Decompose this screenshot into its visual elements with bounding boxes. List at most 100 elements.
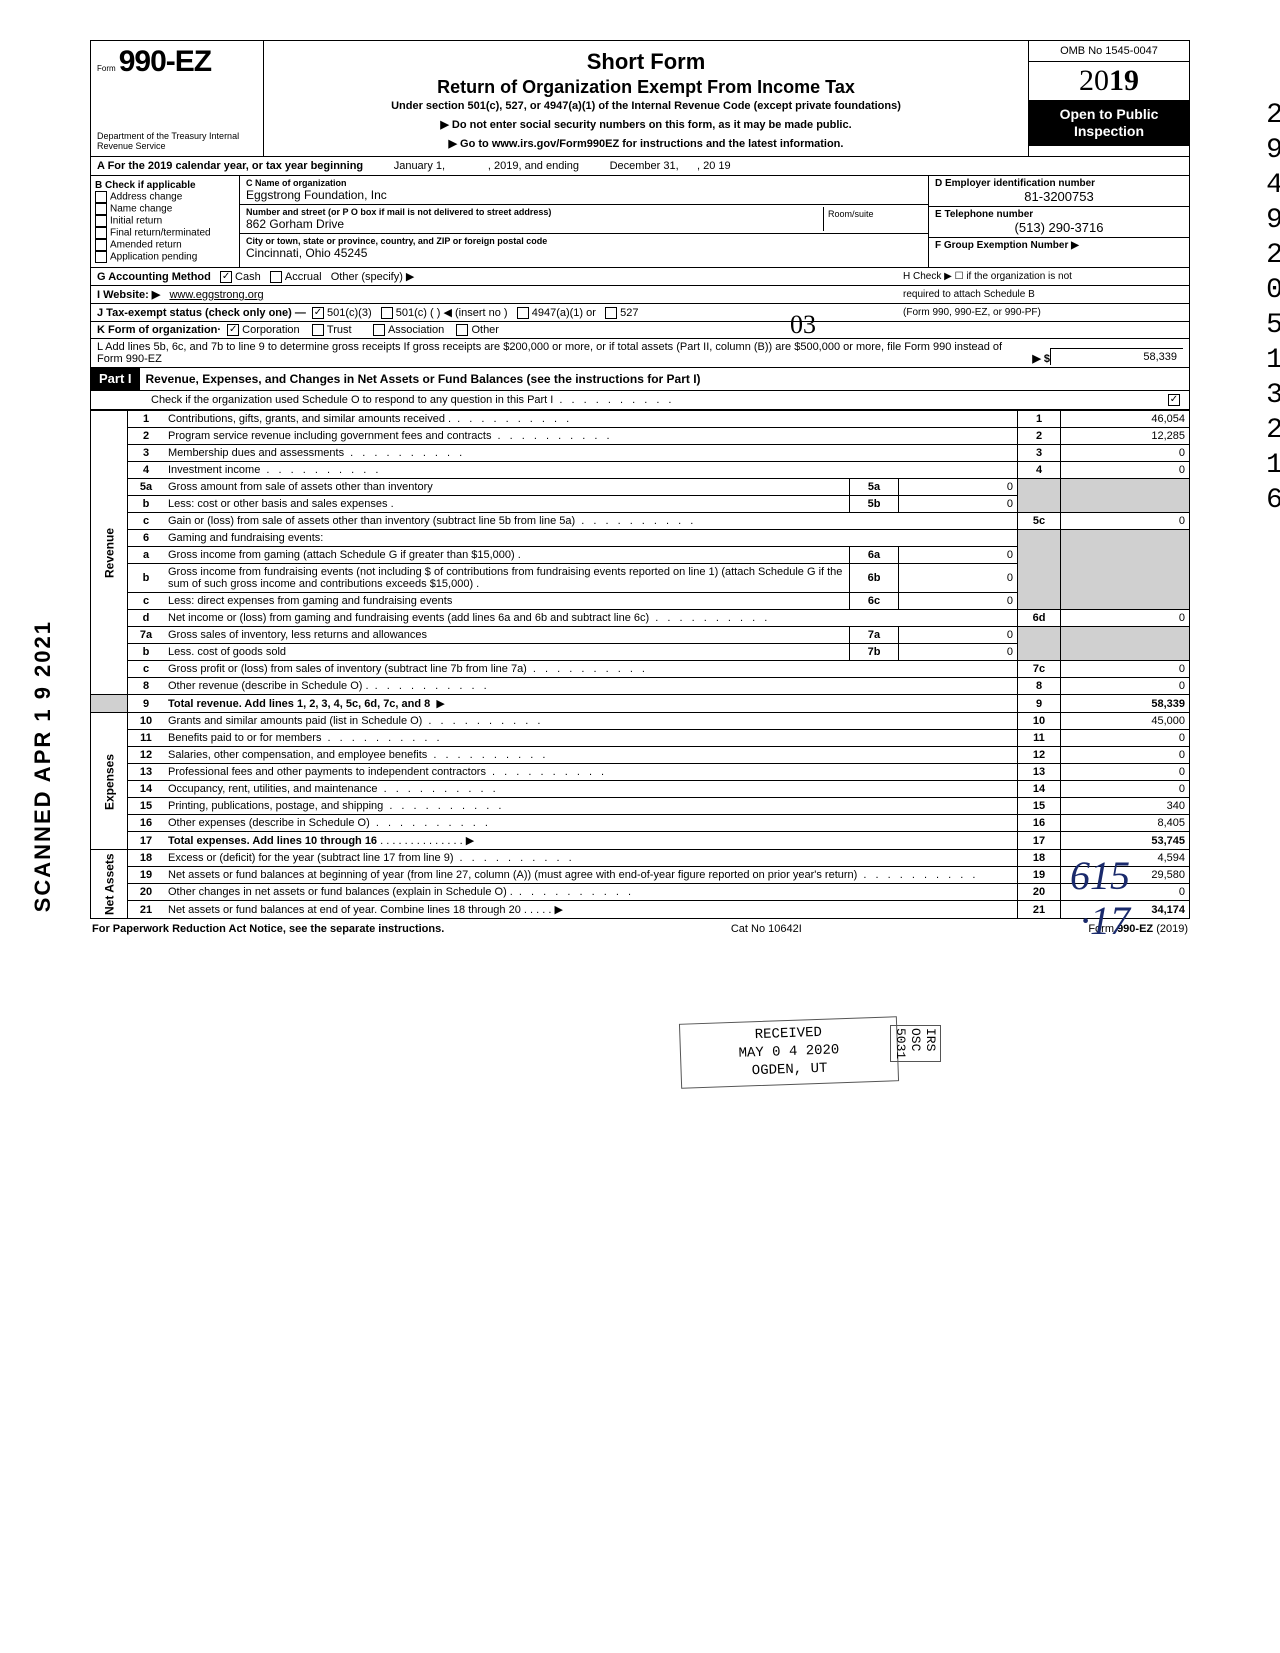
chk-501c3[interactable]: ✓ (312, 307, 324, 319)
chk-schedule-o[interactable]: ✓ (1168, 394, 1180, 406)
header-right: OMB No 1545-0047 20201919 Open to Public… (1028, 41, 1189, 156)
col-b-checkboxes: B Check if applicable Address change Nam… (91, 176, 240, 267)
ln5b-desc: Less: cost or other basis and sales expe… (164, 496, 850, 513)
ln1-desc: Contributions, gifts, grants, and simila… (164, 411, 1018, 428)
ln16-num: 16 (128, 815, 165, 832)
chk-final-return[interactable] (95, 227, 107, 239)
ln21-nc: 21 (1018, 901, 1061, 919)
k-label: K Form of organization· (97, 324, 221, 336)
chk-trust[interactable] (312, 324, 324, 336)
part1-lines-table: Revenue 1 Contributions, gifts, grants, … (90, 410, 1190, 919)
title-short-form: Short Form (272, 49, 1020, 75)
ln12-nc: 12 (1018, 747, 1061, 764)
ln6c-num: c (128, 593, 165, 610)
col-d-e-f: D Employer identification number 81-3200… (928, 176, 1189, 267)
ln5c-nc: 5c (1018, 513, 1061, 530)
chk-other-org[interactable] (456, 324, 468, 336)
ln19-desc: Net assets or fund balances at beginning… (164, 867, 1018, 884)
chk-application-pending[interactable] (95, 251, 107, 263)
ln7ab-amt-grey (1061, 627, 1190, 661)
header-left: Form 990-EZ Department of the Treasury I… (91, 41, 264, 156)
section-netassets-label: Net Assets (91, 850, 128, 919)
ln6c-sa: 0 (899, 593, 1018, 610)
footer: For Paperwork Reduction Act Notice, see … (90, 919, 1190, 939)
form-header: Form 990-EZ Department of the Treasury I… (90, 40, 1190, 157)
ln7b-sa: 0 (899, 644, 1018, 661)
chk-4947[interactable] (517, 307, 529, 319)
row-a-label: A For the 2019 calendar year, or tax yea… (97, 160, 363, 172)
ln1-num: 1 (128, 411, 165, 428)
ln5a-desc: Gross amount from sale of assets other t… (164, 479, 850, 496)
lbl-trust: Trust (327, 324, 352, 336)
row-a-yy: , 20 19 (697, 160, 731, 172)
handwritten-init: 03 (790, 310, 816, 340)
section-expenses-label: Expenses (91, 713, 128, 850)
ln10-desc: Grants and similar amounts paid (list in… (164, 713, 1018, 730)
h-block: H Check ▶ ☐ if the organization is not (903, 271, 1183, 282)
c-name-value: Eggstrong Foundation, Inc (246, 188, 922, 202)
e-value: (513) 290-3716 (935, 220, 1183, 235)
ln16-amt: 8,405 (1061, 815, 1190, 832)
l-arrow: ▶ $ (1032, 352, 1050, 365)
ln4-nc: 4 (1018, 462, 1061, 479)
chk-address-change[interactable] (95, 191, 107, 203)
chk-name-change[interactable] (95, 203, 107, 215)
row-a-end: December 31, (610, 160, 679, 172)
ln10-nc: 10 (1018, 713, 1061, 730)
chk-cash[interactable]: ✓ (220, 271, 232, 283)
warn-ssn: ▶ Do not enter social security numbers o… (272, 118, 1020, 131)
ln20-desc: Other changes in net assets or fund bala… (164, 884, 1018, 901)
h-line1: H Check ▶ ☐ if the organization is not (903, 271, 1183, 282)
stamp-side: IRS OSC 5031 (890, 1025, 941, 1062)
part1-label: Part I (91, 368, 140, 390)
header-mid: Short Form Return of Organization Exempt… (264, 41, 1028, 156)
ln15-num: 15 (128, 798, 165, 815)
ln8-nc: 8 (1018, 678, 1061, 695)
ln6c-desc: Less: direct expenses from gaming and fu… (164, 593, 850, 610)
chk-accrual[interactable] (270, 271, 282, 283)
lbl-other-method: Other (specify) ▶ (331, 271, 415, 283)
chk-527[interactable] (605, 307, 617, 319)
row-j: J Tax-exempt status (check only one) — ✓… (90, 304, 1190, 322)
c-name-label: C Name of organization (246, 178, 922, 188)
ln5c-desc: Gain or (loss) from sale of assets other… (164, 513, 1018, 530)
title-return: Return of Organization Exempt From Incom… (272, 77, 1020, 98)
ln9-num: 9 (128, 695, 165, 713)
subtitle: Under section 501(c), 527, or 4947(a)(1)… (272, 100, 1020, 112)
open-to-public: Open to Public Inspection (1029, 100, 1189, 146)
ln15-nc: 15 (1018, 798, 1061, 815)
ln6d-desc: Net income or (loss) from gaming and fun… (164, 610, 1018, 627)
g-label: G Accounting Method (97, 271, 211, 283)
ln2-amt: 12,285 (1061, 428, 1190, 445)
ln6c-sc: 6c (850, 593, 899, 610)
i-value: www.eggstrong.org (169, 289, 263, 301)
ln11-nc: 11 (1018, 730, 1061, 747)
ln7a-num: 7a (128, 627, 165, 644)
chk-501c[interactable] (381, 307, 393, 319)
section-revenue-label: Revenue (91, 411, 128, 695)
ln7a-sc: 7a (850, 627, 899, 644)
ln7b-sc: 7b (850, 644, 899, 661)
ln14-amt: 0 (1061, 781, 1190, 798)
ln14-num: 14 (128, 781, 165, 798)
form-page: 294920513216 SCANNED APR 1 9 2021 Form 9… (90, 40, 1190, 939)
identity-block: B Check if applicable Address change Nam… (90, 176, 1190, 268)
ln3-num: 3 (128, 445, 165, 462)
chk-amended-return[interactable] (95, 239, 107, 251)
ln7c-desc: Gross profit or (loss) from sales of inv… (164, 661, 1018, 678)
lbl-final-return: Final return/terminated (110, 228, 211, 239)
ln7c-nc: 7c (1018, 661, 1061, 678)
part1-sched-text: Check if the organization used Schedule … (151, 394, 1160, 406)
rev-corner-grey (91, 695, 128, 713)
department-label: Department of the Treasury Internal Reve… (97, 132, 257, 152)
row-g-h: G Accounting Method ✓Cash Accrual Other … (90, 268, 1190, 286)
chk-corporation[interactable]: ✓ (227, 324, 239, 336)
lbl-address-change: Address change (110, 192, 182, 203)
chk-initial-return[interactable] (95, 215, 107, 227)
ln12-desc: Salaries, other compensation, and employ… (164, 747, 1018, 764)
col-b-header: B Check if applicable (95, 180, 235, 191)
lbl-4947: 4947(a)(1) or (532, 307, 596, 319)
chk-association[interactable] (373, 324, 385, 336)
ln6-num: 6 (128, 530, 165, 547)
d-value: 81-3200753 (935, 189, 1183, 204)
